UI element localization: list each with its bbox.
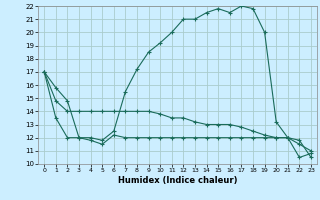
X-axis label: Humidex (Indice chaleur): Humidex (Indice chaleur) <box>118 176 237 185</box>
